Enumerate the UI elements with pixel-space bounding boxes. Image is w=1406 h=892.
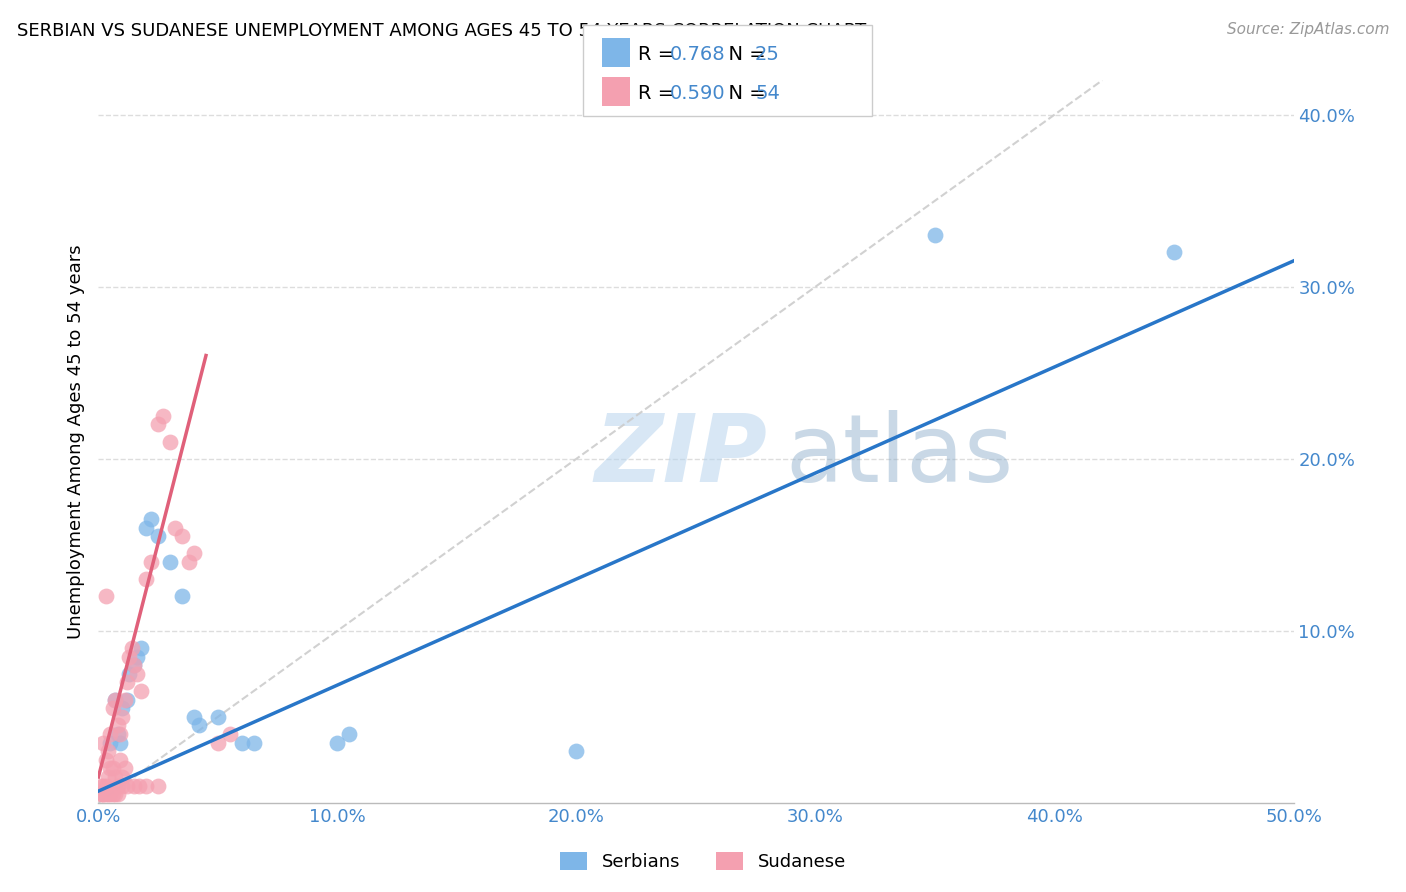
Point [183, 546, 205, 560]
Text: 25: 25 [755, 45, 780, 63]
Point [163, 520, 186, 534]
Text: N =: N = [716, 84, 772, 103]
Legend: Serbians, Sudanese: Serbians, Sudanese [553, 845, 853, 879]
Point [94, 779, 117, 793]
Point [101, 701, 124, 715]
Point [243, 735, 266, 749]
Text: Source: ZipAtlas.com: Source: ZipAtlas.com [1226, 22, 1389, 37]
Point [108, 753, 131, 767]
Point [111, 779, 134, 793]
Point [207, 735, 229, 749]
Point [98, 727, 122, 741]
Point [135, 572, 157, 586]
Point [104, 770, 127, 784]
Point [114, 692, 136, 706]
Point [187, 718, 209, 732]
Point [114, 761, 136, 775]
Point [339, 727, 361, 741]
Point [101, 787, 124, 801]
Point [131, 684, 153, 698]
Point [104, 787, 127, 801]
Point [159, 555, 181, 569]
Point [90, 779, 112, 793]
Point [104, 692, 127, 706]
Point [231, 735, 253, 749]
Point [121, 640, 143, 655]
Point [104, 692, 127, 706]
Point [115, 692, 138, 706]
Point [326, 735, 349, 749]
Point [97, 744, 120, 758]
Point [128, 779, 150, 793]
Point [111, 701, 134, 715]
Point [125, 666, 148, 681]
Point [91, 735, 114, 749]
Text: atlas: atlas [786, 410, 1014, 502]
Point [91, 787, 114, 801]
Point [107, 779, 129, 793]
Text: R =: R = [638, 45, 681, 63]
Point [152, 409, 174, 423]
Point [91, 787, 114, 801]
Point [148, 779, 170, 793]
Text: N =: N = [716, 45, 772, 63]
Point [101, 761, 124, 775]
Text: 54: 54 [755, 84, 780, 103]
Point [115, 779, 138, 793]
Point [148, 417, 170, 432]
Point [139, 555, 162, 569]
Point [135, 779, 157, 793]
Point [1163, 245, 1185, 260]
Text: ZIP: ZIP [595, 410, 768, 502]
Point [135, 520, 157, 534]
Point [124, 658, 146, 673]
Point [107, 727, 129, 741]
Point [131, 640, 153, 655]
Point [97, 787, 120, 801]
Point [179, 555, 201, 569]
Text: 0.768: 0.768 [669, 45, 725, 63]
Point [98, 787, 122, 801]
Point [108, 735, 131, 749]
Point [118, 666, 141, 681]
Point [91, 779, 114, 793]
Point [107, 787, 129, 801]
Point [565, 744, 588, 758]
Point [924, 228, 946, 243]
Point [172, 529, 194, 543]
Point [207, 710, 229, 724]
Point [183, 710, 205, 724]
Point [125, 649, 148, 664]
Point [172, 590, 194, 604]
Point [98, 735, 122, 749]
Point [115, 675, 138, 690]
Point [94, 590, 117, 604]
Point [94, 753, 117, 767]
Point [111, 770, 134, 784]
Text: SERBIAN VS SUDANESE UNEMPLOYMENT AMONG AGES 45 TO 54 YEARS CORRELATION CHART: SERBIAN VS SUDANESE UNEMPLOYMENT AMONG A… [17, 22, 866, 40]
Point [124, 658, 146, 673]
Point [118, 649, 141, 664]
Point [90, 787, 112, 801]
Point [111, 710, 134, 724]
Text: R =: R = [638, 84, 681, 103]
Point [148, 529, 170, 543]
Point [219, 727, 242, 741]
Point [107, 718, 129, 732]
Point [159, 434, 181, 449]
Point [94, 787, 117, 801]
Point [98, 761, 122, 775]
Point [139, 512, 162, 526]
Point [97, 770, 120, 784]
Y-axis label: Unemployment Among Ages 45 to 54 years: Unemployment Among Ages 45 to 54 years [66, 244, 84, 639]
Point [124, 779, 146, 793]
Point [108, 727, 131, 741]
Text: 0.590: 0.590 [669, 84, 725, 103]
